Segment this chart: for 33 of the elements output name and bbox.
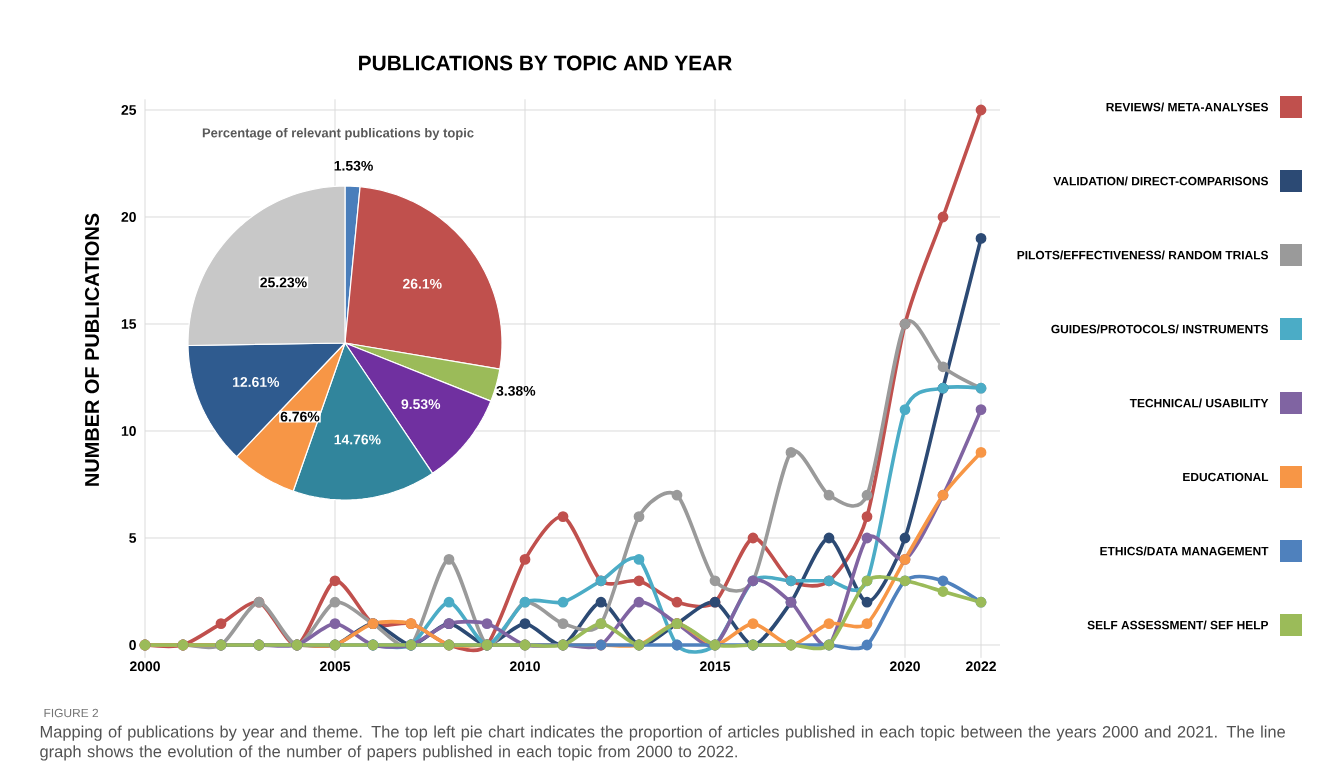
legend-label: PILOTS/EFFECTIVENESS/ RANDOM TRIALS [1017,250,1269,260]
x-tick-label: 2022 [965,661,996,672]
data-label: 6.76% [280,411,320,422]
x-tick-label: 2020 [889,661,920,672]
x-tick-label: 2015 [699,661,731,672]
y-tick-label: 0 [129,640,136,650]
data-label: 3.38% [496,385,536,396]
chart-title: Percentage of relevant publications by topic [202,127,474,141]
y-tick-label: 15 [121,319,137,329]
x-tick-label: 2010 [509,661,540,672]
y-tick-label: 20 [121,212,136,222]
data-label: 1.53% [334,160,373,171]
legend-label: EDUCATIONAL [1183,472,1269,482]
data-label: 25.23% [260,277,307,288]
legend-label: TECHNICAL/ USABILITY [1129,398,1269,408]
caption: FIGURE 2 [44,708,99,718]
y-tick-label: 25 [121,105,137,115]
chart-title: PUBLICATIONS BY TOPIC AND YEAR [359,55,732,71]
y-axis-title: NUMBER OF PUBLICATIONS [84,213,100,486]
y-tick-label: 5 [129,533,137,543]
legend-label: VALIDATION/ DIRECT-COMPARISONS [1053,176,1269,186]
x-tick-label: 2000 [129,661,160,672]
legend-label: SELF ASSESSMENT/ SEF HELP [1087,620,1269,630]
data-label: 9.53% [401,399,441,410]
legend-label: GUIDES/PROTOCOLS/ INSTRUMENTS [1051,324,1269,334]
legend-label: REVIEWS/ META-ANALYSES [1106,102,1269,112]
x-tick-label: 2005 [319,661,351,672]
data-label: 12.61% [233,377,280,387]
data-label: 14.76% [334,434,381,445]
data-label: 26.1% [402,278,442,289]
legend-label: ETHICS/DATA MANAGEMENT [1100,546,1269,556]
text: Mapping of publications by year and theme. The top left pie chart indicates the proportion of articles published in each topic between the years 2000 and 2021. The line graph shows the evolution of the number of papers published in each topic from 2000 to 2022. [40,725,1285,761]
y-tick-label: 10 [121,426,136,436]
